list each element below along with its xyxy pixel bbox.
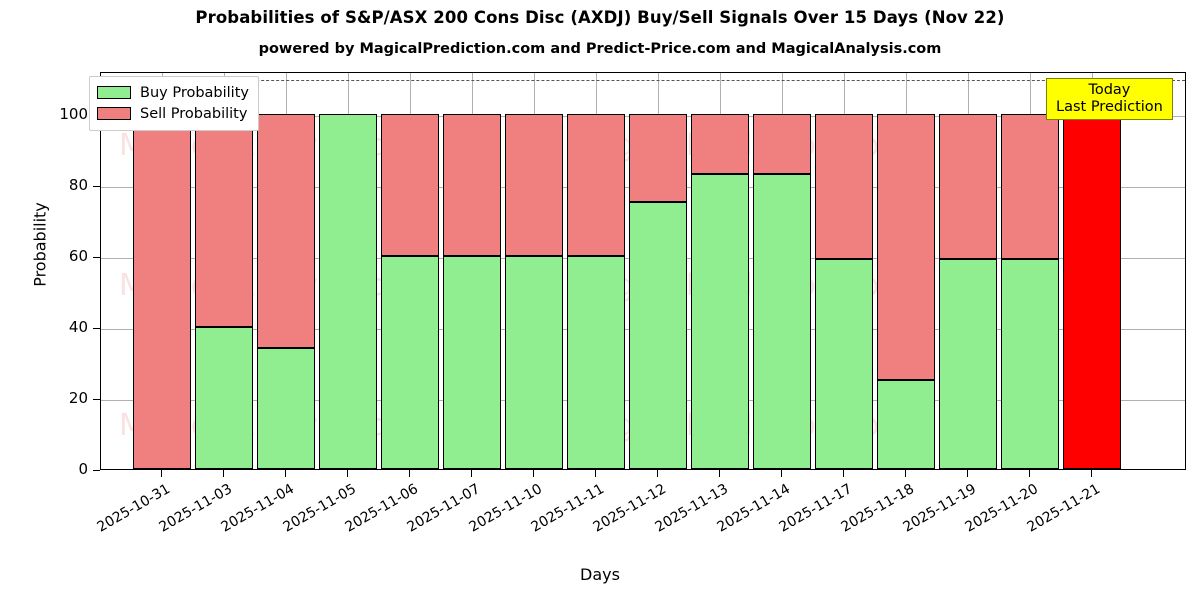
reference-line <box>101 80 1185 82</box>
bar-segment-sell <box>691 113 749 175</box>
chart-legend: Buy Probability Sell Probability <box>89 76 259 131</box>
bar-group[interactable] <box>505 73 563 469</box>
y-tick-mark <box>93 185 100 187</box>
bar-group[interactable] <box>567 73 625 469</box>
bar-segment-sell <box>443 113 501 256</box>
chart-title: Probabilities of S&P/ASX 200 Cons Disc (… <box>195 8 1005 27</box>
bar-segment-buy <box>1001 259 1059 469</box>
bar-segment-today <box>1063 113 1121 469</box>
y-tick-mark <box>93 470 100 472</box>
x-tick-mark <box>346 470 348 477</box>
x-tick-mark <box>532 470 534 477</box>
x-tick-mark <box>842 470 844 477</box>
y-tick-label: 100 <box>59 104 88 123</box>
bar-group[interactable] <box>753 73 811 469</box>
bar-segment-buy <box>319 113 377 469</box>
bar-segment-sell <box>629 113 687 203</box>
x-tick-mark <box>966 470 968 477</box>
today-annotation: Today Last Prediction <box>1046 78 1173 121</box>
bar-segment-sell <box>1001 113 1059 260</box>
bar-group[interactable] <box>443 73 501 469</box>
bar-segment-sell <box>815 113 873 260</box>
y-tick-label: 0 <box>78 460 88 478</box>
bar-segment-buy <box>691 174 749 469</box>
y-tick-label: 60 <box>68 246 88 265</box>
bar-group[interactable] <box>939 73 997 469</box>
x-tick-mark <box>160 470 162 477</box>
bar-segment-sell <box>133 113 191 469</box>
bar-segment-buy <box>195 326 253 469</box>
legend-item-sell[interactable]: Sell Probability <box>97 103 249 124</box>
bar-segment-sell <box>505 113 563 256</box>
legend-swatch-buy <box>97 86 131 99</box>
bar-segment-buy <box>629 202 687 469</box>
bar-group[interactable] <box>1001 73 1059 469</box>
bar-group[interactable] <box>629 73 687 469</box>
y-tick-mark <box>93 256 100 258</box>
bar-group[interactable] <box>195 73 253 469</box>
x-tick-mark <box>222 470 224 477</box>
plot-area: MagicalAnalysis.comMagicalPrediction.com… <box>100 72 1186 470</box>
x-tick-mark <box>1028 470 1030 477</box>
y-tick-mark <box>93 398 100 401</box>
x-tick-mark <box>718 470 720 477</box>
bar-group[interactable] <box>257 73 315 469</box>
bar-group[interactable] <box>133 73 191 469</box>
bar-segment-sell <box>381 113 439 256</box>
y-tick-label: 40 <box>68 317 88 336</box>
bar-group[interactable] <box>877 73 935 469</box>
bar-group[interactable] <box>1063 73 1121 469</box>
legend-label-buy: Buy Probability <box>140 84 249 101</box>
bar-segment-buy <box>939 259 997 469</box>
x-tick-mark <box>904 470 906 477</box>
bar-group[interactable] <box>381 73 439 469</box>
legend-item-buy[interactable]: Buy Probability <box>97 82 249 103</box>
x-tick-mark <box>408 470 410 477</box>
bar-segment-sell <box>939 113 997 260</box>
bar-group[interactable] <box>691 73 749 469</box>
bar-segment-buy <box>567 255 625 469</box>
bar-group[interactable] <box>319 73 377 469</box>
bar-segment-buy <box>877 380 935 469</box>
y-axis-title: Probability <box>30 202 50 287</box>
bar-segment-buy <box>505 255 563 469</box>
bar-segment-buy <box>753 174 811 469</box>
bar-group[interactable] <box>815 73 873 469</box>
bar-segment-sell <box>877 113 935 381</box>
bar-segment-sell <box>257 113 315 349</box>
x-tick-mark <box>1090 470 1092 477</box>
bar-segment-buy <box>381 255 439 469</box>
y-tick-mark <box>93 327 100 330</box>
x-tick-mark <box>780 470 782 477</box>
bar-segment-sell <box>195 113 253 327</box>
bar-segment-sell <box>753 113 811 175</box>
y-tick-label: 20 <box>68 388 88 407</box>
bars-layer <box>101 73 1185 469</box>
legend-swatch-sell <box>97 107 131 120</box>
bar-segment-buy <box>257 348 315 469</box>
x-tick-mark <box>594 470 596 477</box>
chart-subtitle: powered by MagicalPrediction.com and Pre… <box>258 41 942 57</box>
bar-segment-buy <box>815 259 873 469</box>
x-axis-title: Days <box>580 565 620 584</box>
x-tick-mark <box>656 470 658 477</box>
bar-segment-sell <box>567 113 625 256</box>
x-tick-mark <box>470 470 472 477</box>
y-tick-label: 80 <box>68 175 88 194</box>
today-label-line1: Today <box>1088 82 1131 98</box>
legend-label-sell: Sell Probability <box>140 105 248 122</box>
x-tick-mark <box>284 470 286 477</box>
today-label-line2: Last Prediction <box>1056 98 1163 115</box>
bar-segment-buy <box>443 255 501 469</box>
